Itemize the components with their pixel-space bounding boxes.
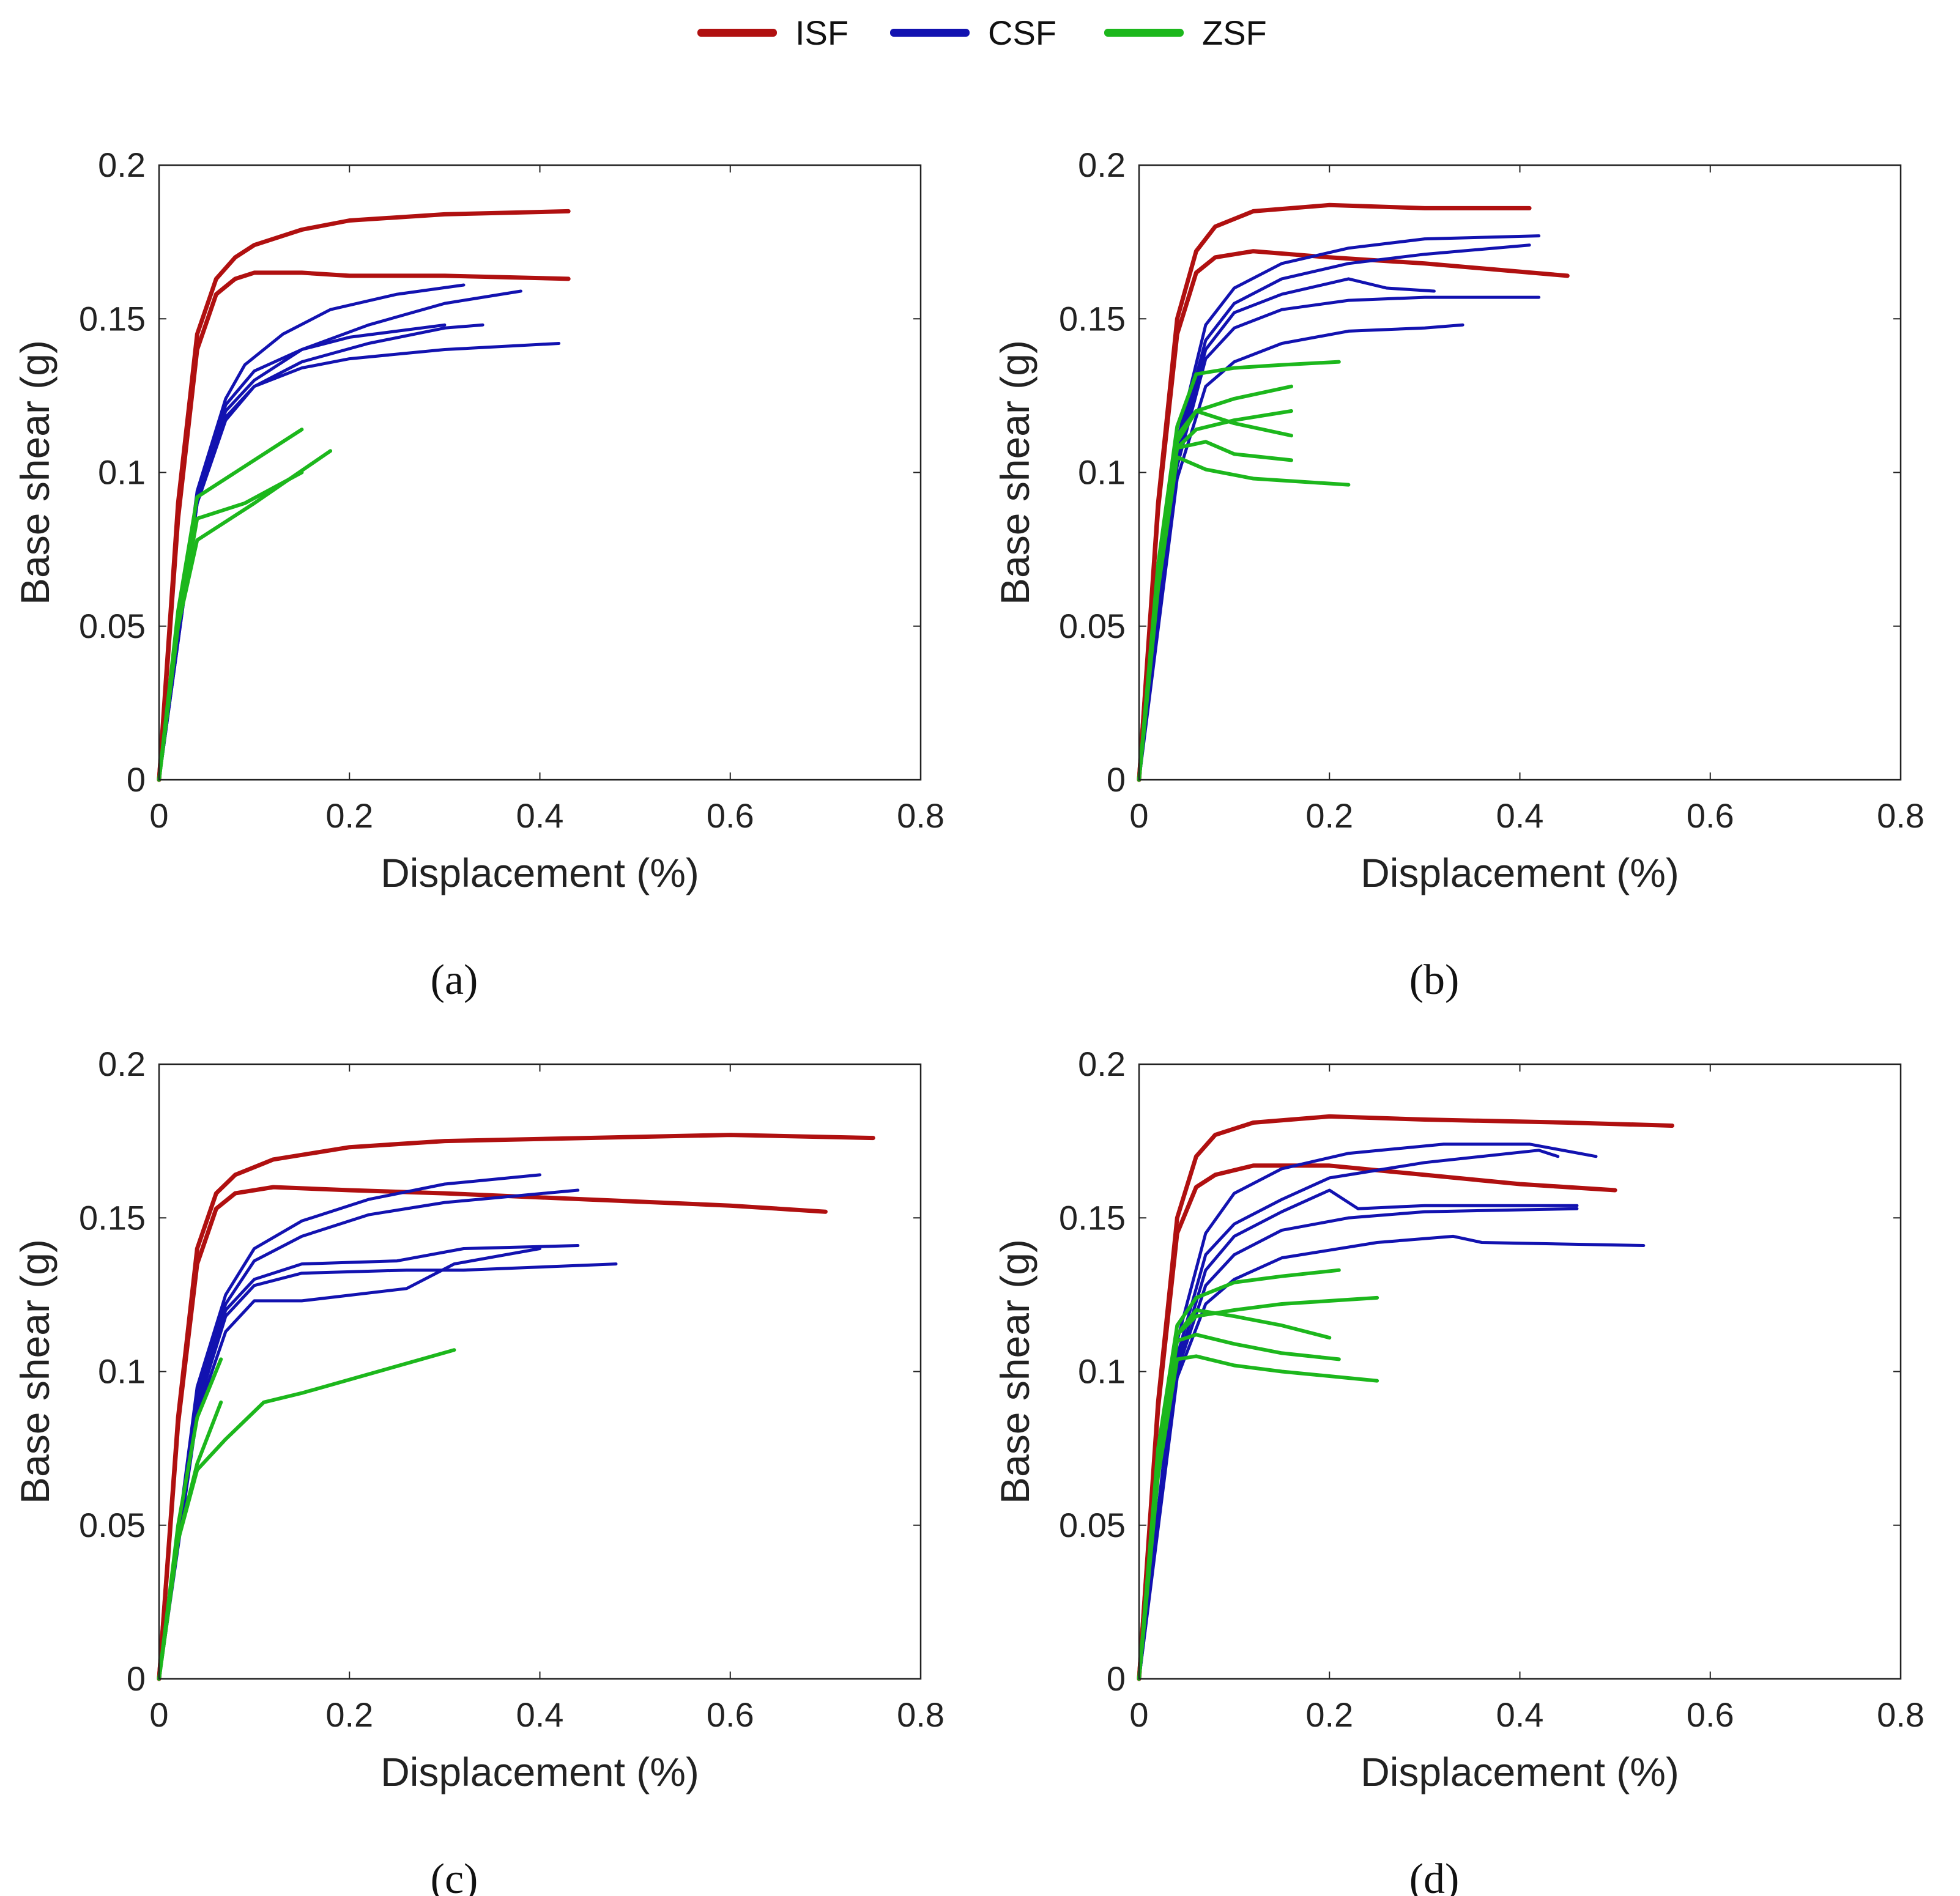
legend: ISF CSF ZSF [0,0,1960,80]
y-tick-label: 0.2 [98,146,146,184]
x-axis-label: Displacement (%) [1360,850,1679,895]
legend-item-isf: ISF [697,11,848,54]
y-tick-label: 0.1 [98,1352,146,1391]
panel-caption-b: (b) [1409,957,1460,1004]
chart-panel-d: 0 0.05 0.1 0.15 0.2 0 0.2 0.4 0.6 0.8 Displacement… [992,1045,1925,1896]
x-axis-label: Displacement (%) [1360,1749,1679,1794]
y-tick-label: 0 [127,1659,146,1698]
panel-caption-c: (c) [431,1856,478,1896]
series-line-csf [1137,1188,1579,1681]
y-tick-label: 0.05 [79,607,146,645]
plot-area [1139,165,1901,780]
series-line-csf [1137,1234,1646,1681]
y-tick-label: 0 [127,760,146,799]
x-axis-label: Displacement (%) [380,850,699,895]
x-tick-label: 0.4 [516,796,564,835]
legend-swatch-csf [890,28,970,37]
x-tick-label: 0.4 [516,1695,564,1734]
plot-area [159,165,921,780]
y-tick-label: 0.05 [79,1506,146,1544]
legend-swatch-zsf [1104,28,1184,37]
chart-panel-a: 0 0.05 0.1 0.15 0.2 0 0.2 0.4 0.6 0.8 Displacement… [12,146,945,1004]
x-tick-label: 0.6 [1687,1695,1734,1734]
y-axis-label: Base shear (g) [992,1239,1038,1504]
chart-panel-b: 0 0.05 0.1 0.15 0.2 0 0.2 0.4 0.6 0.8 Displacement… [992,146,1925,1004]
x-tick-label: 0.4 [1496,1695,1544,1734]
y-axis-label: Base shear (g) [992,340,1038,605]
axes-box [158,164,922,781]
y-tick-label: 0.05 [1059,607,1126,645]
x-tick-label: 0 [149,1695,168,1734]
panel-caption-a: (a) [431,957,478,1004]
x-tick-label: 0.8 [897,1695,945,1734]
y-tick-label: 0.2 [1078,1045,1126,1083]
x-tick-label: 0.8 [1877,1695,1925,1734]
x-tick-label: 0.2 [325,796,373,835]
series-line-csf [157,1188,580,1681]
series-line-zsf [157,470,304,782]
y-tick-label: 0.2 [98,1045,146,1083]
y-tick-label: 0.15 [1059,299,1126,338]
legend-label-csf: CSF [988,13,1056,52]
x-axis-label: Displacement (%) [380,1749,699,1794]
series-line-isf [157,270,571,782]
series-line-csf [157,1247,541,1681]
x-tick-label: 0.2 [1305,1695,1353,1734]
plot-area [159,1064,921,1679]
y-tick-label: 0.1 [1078,453,1126,492]
x-tick-label: 0.6 [1687,796,1734,835]
axes-box [158,1063,922,1680]
series-line-zsf [1137,455,1351,782]
series-line-csf [157,1173,541,1681]
y-tick-label: 0.05 [1059,1506,1126,1544]
x-tick-label: 0 [1129,796,1148,835]
series-line-isf [157,1185,828,1681]
series-line-isf [1137,249,1570,782]
y-tick-label: 0 [1107,760,1126,799]
x-tick-label: 0.6 [707,796,754,835]
chart-panel-c: 0 0.05 0.1 0.15 0.2 0 0.2 0.4 0.6 0.8 Displacement… [12,1045,945,1896]
x-tick-label: 0.4 [1496,796,1544,835]
legend-swatch-isf [697,28,777,37]
series-line-zsf [1137,1354,1379,1681]
x-tick-label: 0.8 [897,796,945,835]
series-line-csf [1137,1142,1598,1681]
y-axis-label: Base shear (g) [12,340,58,605]
axes-box [1138,1063,1902,1680]
plot-area [1139,1064,1901,1679]
y-tick-label: 0.2 [1078,146,1126,184]
x-tick-label: 0 [149,796,168,835]
legend-label-zsf: ZSF [1202,13,1267,52]
x-tick-label: 0.8 [1877,796,1925,835]
series-line-csf [1137,323,1464,782]
y-tick-label: 0.15 [79,1198,146,1237]
panel-caption-d: (d) [1409,1856,1460,1896]
axes-box [1138,164,1902,781]
y-tick-label: 0 [1107,1659,1126,1698]
x-tick-label: 0 [1129,1695,1148,1734]
legend-label-isf: ISF [795,13,849,52]
y-tick-label: 0.15 [79,299,146,338]
y-tick-label: 0.1 [98,453,146,492]
series-line-csf [157,1262,618,1681]
series-line-csf [157,1244,580,1681]
x-tick-label: 0.6 [707,1695,754,1734]
series-line-csf [1137,277,1436,782]
series-line-isf [1137,1163,1617,1681]
legend-item-csf: CSF [890,11,1056,54]
x-tick-label: 0.2 [325,1695,373,1734]
series-line-csf [1137,234,1541,782]
y-tick-label: 0.15 [1059,1198,1126,1237]
x-tick-label: 0.2 [1305,796,1353,835]
series-line-zsf [157,1400,223,1681]
legend-item-zsf: ZSF [1104,11,1267,54]
series-line-csf [157,283,466,782]
y-tick-label: 0.1 [1078,1352,1126,1391]
y-axis-label: Base shear (g) [12,1239,58,1504]
